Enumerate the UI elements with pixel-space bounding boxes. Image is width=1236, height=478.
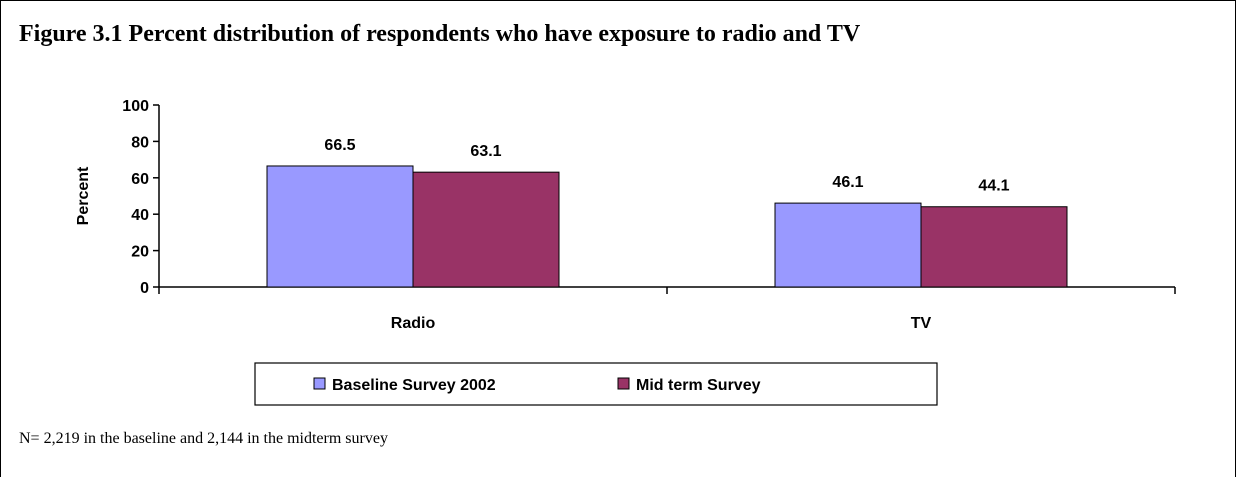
chart-data-labels: 66.5 63.1 46.1 44.1	[324, 137, 1009, 195]
x-category-label: TV	[911, 315, 932, 332]
legend-swatch-midterm	[617, 377, 630, 390]
chart-bars	[266, 165, 1068, 288]
y-tick-label: 80	[131, 134, 149, 151]
y-tick-label: 40	[131, 207, 149, 224]
x-category-label: Radio	[391, 315, 436, 332]
y-tick-label: 20	[131, 244, 149, 261]
bar-radio-baseline	[266, 165, 414, 288]
data-label: 66.5	[324, 137, 355, 154]
chart-legend: Baseline Survey 2002 Mid term Survey	[254, 362, 938, 406]
data-label: 46.1	[832, 174, 863, 191]
legend-box	[254, 362, 938, 406]
figure-title: Figure 3.1 Percent distribution of respo…	[19, 21, 861, 47]
y-axis-title: Percent	[75, 166, 92, 225]
data-label: 63.1	[470, 143, 501, 160]
legend-label-baseline: Baseline Survey 2002	[332, 377, 496, 394]
bar-radio-midterm	[412, 171, 560, 288]
data-label: 44.1	[978, 178, 1009, 195]
bar-tv-midterm	[920, 206, 1068, 288]
bar-tv-baseline	[774, 202, 922, 288]
y-tick-label: 0	[140, 280, 149, 297]
legend-swatch-baseline	[313, 377, 326, 390]
y-tick-label: 100	[122, 98, 149, 115]
legend-label-midterm: Mid term Survey	[636, 377, 761, 394]
sample-size-note: N= 2,219 in the baseline and 2,144 in th…	[19, 430, 388, 447]
y-tick-label: 60	[131, 171, 149, 188]
